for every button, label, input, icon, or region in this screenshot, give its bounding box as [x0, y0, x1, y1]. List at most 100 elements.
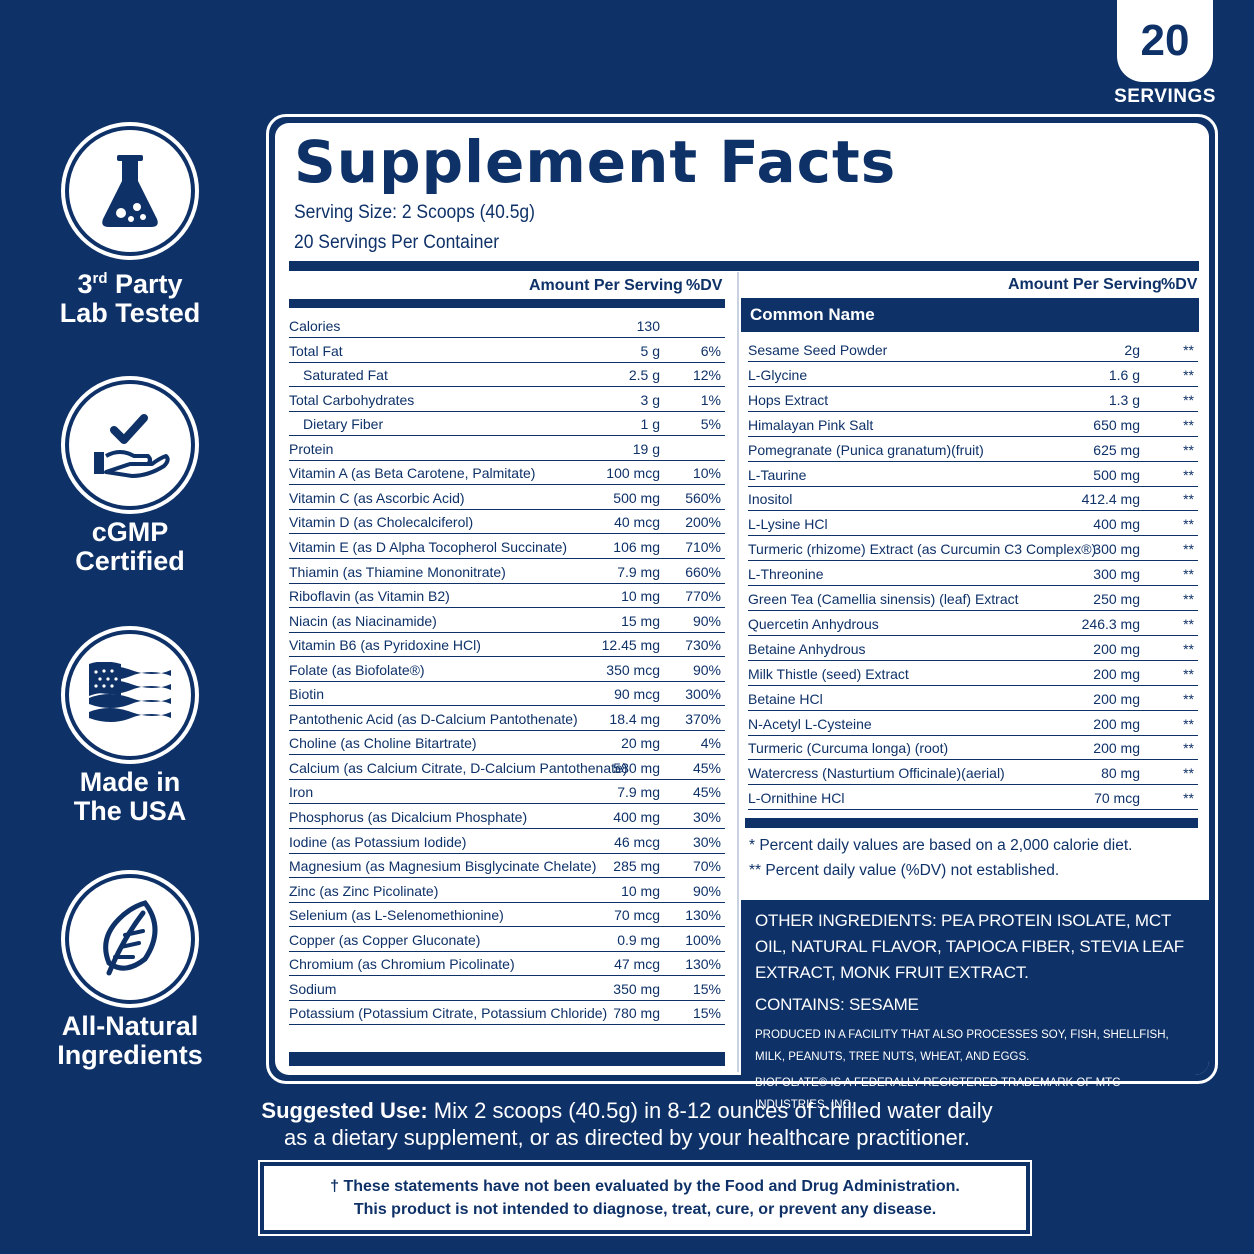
row-name: Vitamin B6 (as Pyridoxine HCl) — [289, 637, 481, 654]
row-amount: 285 mg — [613, 858, 660, 875]
row-dv: 130% — [685, 907, 721, 924]
table-row: Sodium 350 mg 15% — [289, 977, 725, 1001]
row-amount: 12.45 mg — [601, 637, 660, 654]
row-name: Magnesium (as Magnesium Bisglycinate Che… — [289, 858, 597, 875]
left-header-amount: Amount Per Serving — [529, 277, 683, 294]
row-amount: 20 mg — [621, 735, 660, 752]
table-row: Choline (as Choline Bitartrate) 20 mg 4% — [289, 731, 725, 756]
row-amount: 3 g — [640, 391, 660, 408]
badge-label-number: 3 — [77, 269, 93, 299]
table-row: Phosphorus (as Dicalcium Phosphate) 400 m… — [289, 805, 725, 829]
badge-label-sup: rd — [92, 270, 108, 287]
servings-label: SERVINGS — [1114, 86, 1216, 107]
row-name: Inositol — [748, 491, 793, 508]
row-dv: 660% — [685, 563, 721, 580]
badge-label-line1: All-Natural — [61, 1011, 199, 1041]
suggested-use-line2: as a dietary supplement, or as directed … — [283, 1125, 971, 1150]
row-dv: ** — [1183, 441, 1194, 458]
row-name: Betaine Anhydrous — [748, 640, 866, 657]
servings-per-container: 20 Servings Per Container — [294, 232, 500, 253]
row-name: Turmeric (Curcuma longa) (root) — [748, 740, 949, 757]
table-row: Himalayan Pink Salt 650 mg ** — [748, 413, 1198, 437]
row-amount: 1 g — [640, 416, 660, 433]
table-row: Selenium (as L-Selenomethionine) 70 mcg 13… — [289, 903, 725, 928]
row-dv: 6% — [700, 342, 721, 359]
row-amount: 200 mg — [1093, 665, 1140, 682]
table-row: Potassium (Potassium Citrate, Potassium … — [289, 1001, 725, 1026]
row-name: Hops Extract — [748, 391, 829, 408]
row-dv: 560% — [685, 489, 721, 506]
row-name: Green Tea (Camellia sinensis) (leaf) Ext… — [748, 591, 1019, 607]
row-amount: 500 mg — [613, 489, 660, 506]
row-dv: 12% — [692, 367, 721, 384]
row-amount: 46 mcg — [614, 833, 660, 850]
row-dv: 1% — [700, 391, 721, 408]
row-dv: ** — [1183, 566, 1194, 583]
suggested-use-label: Suggested Use: — [261, 1098, 428, 1123]
row-name: L-Threonine — [748, 566, 824, 583]
hand-check-icon — [94, 414, 170, 478]
row-name: Milk Thistle (seed) Extract — [748, 665, 909, 682]
right-header-dv: %DV — [1161, 276, 1198, 293]
row-dv: 130% — [685, 956, 721, 973]
row-amount: 300 mg — [1093, 566, 1140, 583]
row-name: Total Fat — [289, 342, 343, 359]
row-dv: 770% — [685, 588, 721, 605]
other-ingredients-box: OTHER INGREDIENTS: PEA PROTEIN ISOLATE, … — [741, 900, 1209, 1111]
row-dv: 90% — [692, 612, 721, 629]
table-row: Sesame Seed Powder 2g ** — [748, 338, 1198, 362]
flask-icon — [102, 155, 158, 227]
disclaimer-frame — [258, 1160, 1032, 1236]
badge-label-line2: Lab Tested — [59, 298, 201, 328]
row-amount: 7.9 mg — [617, 784, 660, 801]
table-row: Iodine (as Potassium Iodide) 46 mcg 30% — [289, 830, 725, 854]
row-dv: ** — [1183, 740, 1194, 757]
row-name: Himalayan Pink Salt — [748, 416, 874, 433]
table-row: Betaine Anhydrous 200 mg ** — [748, 637, 1198, 661]
table-row: Zinc (as Zinc Picolinate) 10 mg 90% — [289, 879, 725, 903]
row-dv: ** — [1183, 541, 1194, 558]
row-amount: 10 mg — [621, 588, 660, 605]
row-name: Total Carbohydrates — [289, 391, 415, 408]
badge-label-line1: Made in — [79, 767, 181, 797]
table-row: Inositol 412.4 mg ** — [748, 487, 1198, 512]
badge-made-in-usa: Made in The USA — [40, 626, 220, 826]
table-row: Magnesium (as Magnesium Bisglycinate Che… — [289, 854, 725, 879]
row-name: Chromium (as Chromium Picolinate) — [289, 956, 515, 973]
row-dv: ** — [1183, 640, 1194, 657]
table-row: Pantothenic Acid (as D-Calcium Pantothen… — [289, 707, 725, 731]
row-amount: 400 mg — [613, 809, 660, 825]
left-bottom-bar — [289, 1052, 725, 1066]
row-amount: 246.3 mg — [1081, 615, 1140, 632]
disclaimer-box: † These statements have not been evaluat… — [264, 1166, 1026, 1230]
trademark-statement: BIOFOLATE® IS A FEDERALLY REGISTERED TRA… — [755, 1077, 1121, 1111]
row-amount: 200 mg — [1093, 640, 1140, 657]
row-dv: ** — [1183, 366, 1194, 383]
row-name: Pantothenic Acid (as D-Calcium Pantothen… — [289, 710, 578, 727]
badge-label-line1: cGMP — [91, 517, 169, 547]
row-dv: 15% — [692, 1005, 721, 1022]
table-row: Hops Extract 1.3 g ** — [748, 388, 1198, 412]
row-amount: 200 mg — [1093, 690, 1140, 707]
table-row: Niacin (as Niacinamide) 15 mg 90% — [289, 609, 725, 633]
row-dv: 30% — [692, 833, 721, 850]
row-dv: 730% — [685, 637, 721, 654]
table-row: L-Threonine 300 mg ** — [748, 562, 1198, 587]
row-name: Iodine (as Potassium Iodide) — [289, 833, 467, 850]
row-name: Dietary Fiber — [303, 416, 384, 433]
row-dv: ** — [1183, 516, 1194, 533]
table-row: Thiamin (as Thiamine Mononitrate) 7.9 mg 6… — [289, 560, 725, 584]
row-name: L-Lysine HCl — [748, 516, 828, 533]
row-dv: ** — [1183, 466, 1194, 483]
row-amount: 100 mcg — [606, 465, 660, 482]
row-dv: ** — [1183, 765, 1194, 782]
row-name: Calories — [289, 318, 341, 334]
other-ingredients: OTHER INGREDIENTS: PEA PROTEIN ISOLATE, … — [755, 911, 1184, 982]
row-amount: 250 mg — [1093, 591, 1140, 607]
row-name: Protein — [289, 440, 334, 457]
right-header-amount: Amount Per Serving — [1008, 276, 1162, 293]
row-dv: 300% — [685, 686, 721, 703]
row-amount: 200 mg — [1093, 715, 1140, 732]
row-amount: 80 mg — [1101, 765, 1140, 782]
footnote-daily-values: * Percent daily values are based on a 2,… — [749, 837, 1133, 854]
